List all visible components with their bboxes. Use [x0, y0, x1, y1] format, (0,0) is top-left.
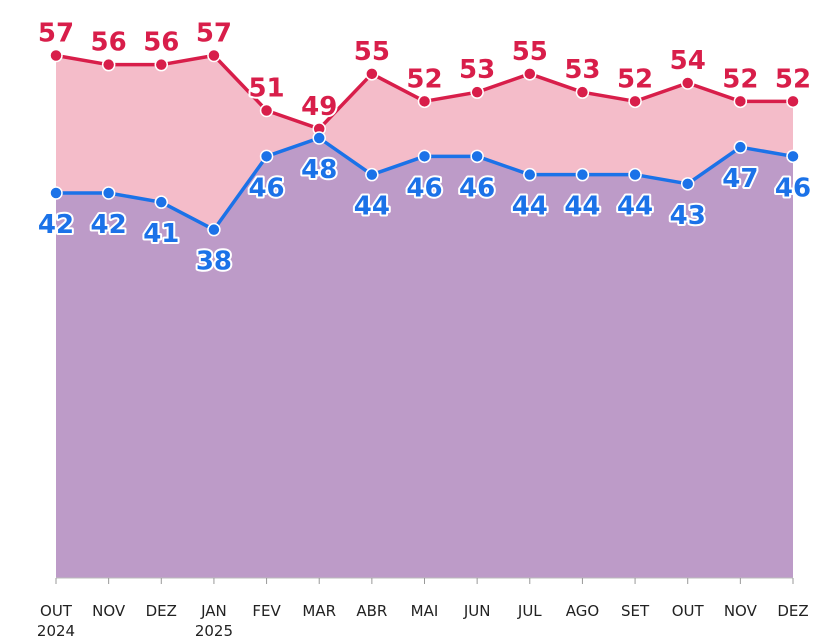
point — [680, 177, 695, 191]
value-label: 55 — [354, 37, 390, 67]
x-tick-label: ABR — [356, 602, 387, 620]
x-tick-label: JUL — [517, 602, 542, 620]
value-label: 44 — [512, 192, 548, 222]
point — [575, 167, 590, 182]
point — [259, 103, 274, 118]
value-label: 57 — [196, 19, 232, 49]
point — [628, 94, 642, 109]
point — [680, 76, 695, 90]
value-label: 56 — [143, 28, 179, 58]
point — [523, 67, 537, 81]
x-tick-label: AGO — [566, 602, 599, 620]
x-tick-year: 2025 — [195, 622, 233, 639]
point — [101, 186, 116, 200]
x-tick-label: DEZ — [777, 602, 808, 620]
value-label: 46 — [775, 173, 811, 203]
value-label: 53 — [564, 55, 600, 85]
x-tick-label: OUT — [672, 602, 705, 620]
x-tick-label: MAR — [302, 602, 336, 620]
point — [207, 48, 221, 63]
point — [417, 149, 432, 164]
value-label: 44 — [354, 192, 390, 222]
x-tick-label: FEV — [252, 602, 281, 620]
point — [154, 57, 169, 72]
value-label: 48 — [301, 155, 337, 185]
point — [523, 167, 537, 182]
value-label: 54 — [670, 46, 706, 76]
point — [733, 94, 748, 109]
value-label: 46 — [459, 173, 495, 203]
point — [786, 94, 800, 109]
point — [154, 195, 169, 209]
x-tick-label: JAN — [200, 602, 227, 620]
area — [56, 138, 793, 578]
value-label: 52 — [775, 64, 811, 94]
value-label: 52 — [406, 64, 442, 94]
point — [259, 149, 274, 164]
point — [49, 186, 63, 200]
value-label: 53 — [459, 55, 495, 85]
point — [628, 167, 642, 182]
value-label: 42 — [38, 210, 74, 240]
x-tick-year: 2024 — [37, 622, 75, 639]
x-tick-label: DEZ — [146, 602, 177, 620]
x-tick-label: SET — [621, 602, 650, 620]
value-label: 52 — [617, 64, 653, 94]
value-label: 57 — [38, 19, 74, 49]
value-label: 42 — [91, 210, 127, 240]
value-label: 47 — [722, 164, 758, 194]
point — [49, 48, 63, 63]
value-label: 56 — [91, 28, 127, 58]
value-label: 44 — [617, 192, 653, 222]
value-label: 38 — [196, 247, 232, 277]
point — [312, 131, 326, 145]
value-label: 49 — [301, 92, 337, 122]
value-label: 43 — [670, 201, 706, 231]
point — [470, 149, 484, 164]
value-label: 55 — [512, 37, 548, 67]
x-tick-label: MAI — [411, 602, 439, 620]
point — [470, 85, 484, 99]
value-label: 44 — [564, 192, 600, 222]
point — [786, 149, 800, 164]
x-tick-label: JUN — [463, 602, 491, 620]
point — [365, 67, 379, 81]
value-label: 51 — [248, 74, 284, 104]
value-label: 41 — [143, 219, 179, 249]
value-label: 46 — [248, 173, 284, 203]
x-tick-label: NOV — [92, 602, 126, 620]
point — [733, 140, 748, 154]
point — [101, 57, 116, 72]
x-tick-label: OUT — [40, 602, 73, 620]
x-tick-label: NOV — [724, 602, 758, 620]
value-label: 46 — [406, 173, 442, 203]
point — [417, 94, 432, 109]
point — [575, 85, 590, 99]
value-label: 52 — [722, 64, 758, 94]
point — [207, 222, 221, 237]
point — [365, 167, 379, 182]
